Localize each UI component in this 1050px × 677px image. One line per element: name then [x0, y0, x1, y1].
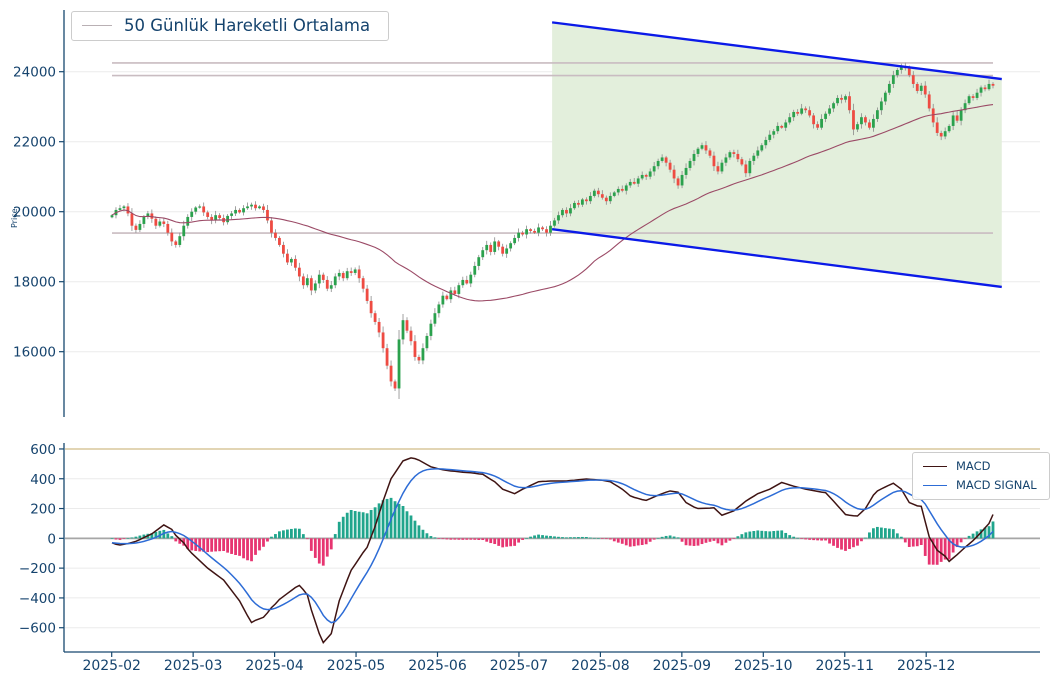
macd-panel: 600 400 200 0 −200 −400 −600 2025-02 2025-03 2025… — [19, 442, 1040, 674]
trend-channel-fill — [552, 22, 1002, 287]
macd-histogram — [110, 497, 995, 566]
macd-line — [111, 457, 994, 644]
macd-tick-label: 600 — [30, 442, 56, 458]
macd-signal-line-swatch — [923, 484, 947, 486]
macd-signal-legend-label: MACD SIGNAL — [956, 478, 1037, 492]
date-tick-label: 2025-12 — [897, 658, 956, 674]
date-tick-label: 2025-04 — [245, 658, 304, 674]
macd-legend: MACD MACD SIGNAL — [912, 452, 1050, 500]
ma-line — [111, 103, 994, 302]
candles — [110, 62, 995, 399]
macd-legend-entry-macd: MACD — [923, 459, 990, 473]
date-tick-label: 2025-03 — [164, 658, 223, 674]
price-tick-label: 24000 — [13, 65, 56, 81]
price-panel: 16000 18000 20000 22000 24000 Price — [10, 10, 1040, 417]
macd-legend-label: MACD — [956, 459, 991, 473]
macd-tick-label: 200 — [30, 502, 56, 518]
price-tick-label: 22000 — [13, 135, 56, 151]
macd-tick-label: 0 — [47, 531, 56, 547]
channel-upper-line — [551, 21, 1002, 81]
price-axis-label: Price — [10, 208, 19, 228]
price-tick-label: 20000 — [13, 205, 56, 221]
macd-line-swatch — [923, 465, 947, 467]
ma-legend-line-swatch — [82, 25, 112, 26]
macd-tick-label: −200 — [19, 561, 56, 577]
date-tick-label: 2025-10 — [734, 658, 793, 674]
date-tick-label: 2025-09 — [653, 658, 712, 674]
price-tick-label: 18000 — [13, 275, 56, 291]
ma-legend: 50 Günlük Hareketli Ortalama — [71, 11, 390, 41]
date-tick-label: 2025-02 — [82, 658, 141, 674]
price-tick-label: 16000 — [13, 345, 56, 361]
macd-signal-line — [111, 468, 994, 624]
macd-legend-entry-signal: MACD SIGNAL — [923, 478, 1037, 492]
ma-legend-label: 50 Günlük Hareketli Ortalama — [124, 16, 371, 35]
date-tick-label: 2025-08 — [571, 658, 630, 674]
date-tick-label: 2025-06 — [408, 658, 467, 674]
macd-tick-label: −400 — [19, 591, 56, 607]
macd-tick-label: −600 — [19, 621, 56, 637]
date-tick-label: 2025-05 — [327, 658, 386, 674]
channel-lower-line — [551, 228, 1002, 289]
date-tick-label: 2025-07 — [490, 658, 549, 674]
date-tick-label: 2025-11 — [816, 658, 875, 674]
macd-tick-label: 400 — [30, 472, 56, 488]
